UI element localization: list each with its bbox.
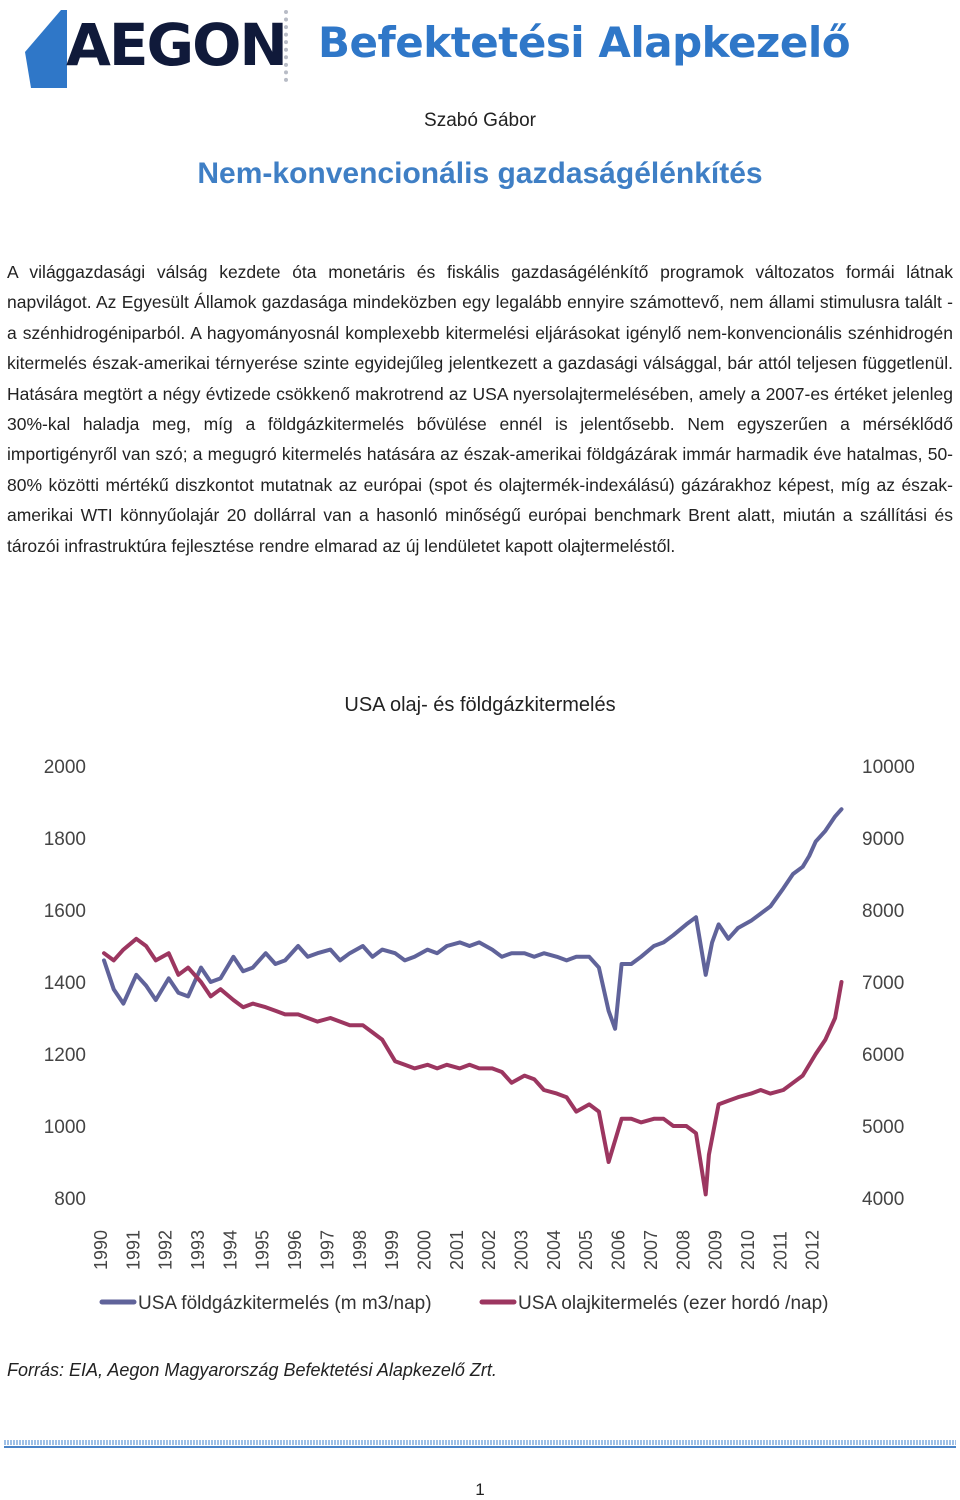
y-right-tick-label: 7000 (862, 973, 904, 994)
x-tick-label: 1999 (382, 1230, 402, 1270)
footer-divider (4, 1440, 956, 1445)
author: Szabó Gábor (424, 110, 536, 131)
x-tick-label: 2007 (641, 1230, 661, 1270)
gas-production-line (102, 807, 844, 1031)
body-paragraph: A világgazdasági válság kezdete óta mone… (7, 262, 953, 556)
y-right-tick-label: 8000 (862, 901, 904, 922)
x-tick-label: 2012 (803, 1230, 823, 1270)
x-tick-label: 1994 (220, 1230, 240, 1270)
y-left-tick-label: 800 (54, 1189, 86, 1210)
x-tick-label: 2010 (738, 1230, 758, 1270)
y-left-tick-label: 2000 (44, 757, 86, 778)
x-tick-label: 2009 (706, 1230, 726, 1270)
y-left-tick-label: 1800 (44, 829, 86, 850)
y-left-tick-label: 1200 (44, 1045, 86, 1066)
y-right-tick-label: 10000 (862, 757, 915, 778)
logo-subtitle: Befektetési Alapkezelő (318, 18, 851, 67)
x-tick-label: 1993 (188, 1230, 208, 1270)
y-left-tick-label: 1400 (44, 973, 86, 994)
x-tick-label: 2004 (544, 1230, 564, 1270)
x-tick-label: 2008 (673, 1230, 693, 1270)
x-tick-label: 1991 (123, 1230, 143, 1270)
x-tick-label: 2006 (609, 1230, 629, 1270)
x-tick-label: 1995 (253, 1230, 273, 1270)
footer-divider-line (4, 1446, 956, 1448)
aegon-logo-icon (25, 10, 67, 88)
x-tick-label: 2001 (447, 1230, 467, 1270)
y-right-tick-label: 5000 (862, 1117, 904, 1138)
legend-label: USA földgázkitermelés (m m3/nap) (138, 1293, 432, 1314)
source-note: Forrás: EIA, Aegon Magyarország Befektet… (7, 1360, 497, 1380)
y-right-tick-label: 6000 (862, 1045, 904, 1066)
x-tick-label: 2000 (414, 1230, 434, 1270)
legend-label: USA olajkitermelés (ezer hordó /nap) (518, 1293, 828, 1314)
logo-separator (284, 10, 294, 82)
page-title: Nem-konvencionális gazdaságélénkítés (197, 157, 763, 190)
x-tick-label: 1990 (91, 1230, 111, 1270)
x-tick-label: 2005 (576, 1230, 596, 1270)
y-right-tick-label: 9000 (862, 829, 904, 850)
page-number: 1 (475, 1480, 485, 1499)
x-tick-label: 2003 (512, 1230, 532, 1270)
x-tick-label: 1998 (350, 1230, 370, 1270)
header: AEGON Befektetési Alapkezelő (0, 0, 960, 100)
y-left-tick-label: 1000 (44, 1117, 86, 1138)
x-tick-label: 2002 (479, 1230, 499, 1270)
production-chart: 2000 1800 1600 1400 1200 1000 800 10000 9000 8000… (44, 757, 915, 1314)
x-tick-label: 1997 (317, 1230, 337, 1270)
y-left-tick-label: 1600 (44, 901, 86, 922)
oil-production-line (102, 936, 844, 1197)
x-tick-label: 1992 (156, 1230, 176, 1270)
chart-title: USA olaj- és földgázkitermelés (344, 694, 616, 716)
y-right-tick-label: 4000 (862, 1189, 904, 1210)
logo-text: AEGON (66, 11, 288, 79)
x-tick-label: 2011 (770, 1231, 790, 1270)
x-tick-label: 1996 (285, 1230, 305, 1270)
